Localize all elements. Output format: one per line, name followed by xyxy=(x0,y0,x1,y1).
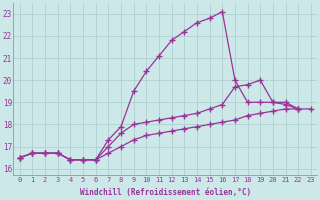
X-axis label: Windchill (Refroidissement éolien,°C): Windchill (Refroidissement éolien,°C) xyxy=(80,188,251,197)
